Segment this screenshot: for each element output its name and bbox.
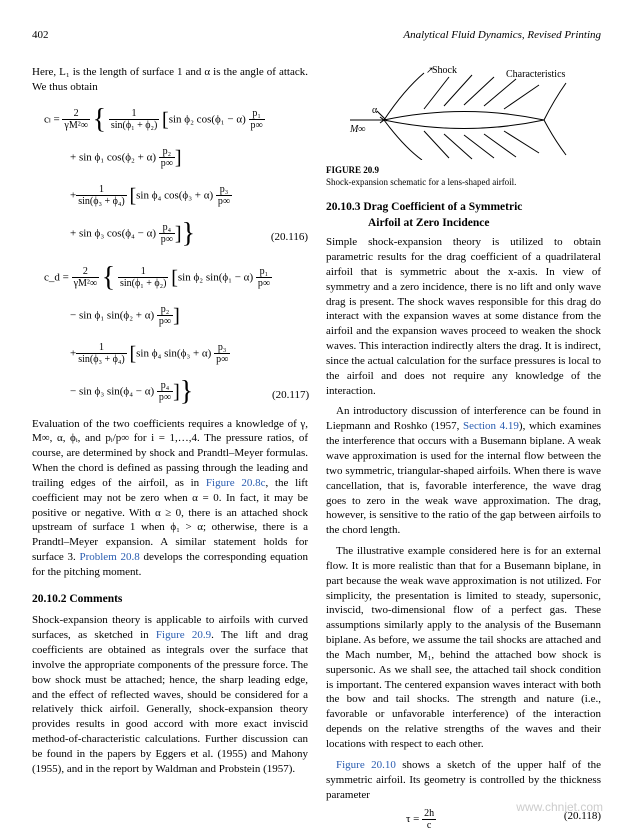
link-section-4-19[interactable]: Section 4.19 — [463, 420, 519, 432]
shock-label-text: Shock — [432, 65, 457, 76]
section-20-10-3-heading: 20.10.3 Drag Coefficient of a Symmetric … — [326, 200, 601, 231]
book-title: Analytical Fluid Dynamics, Revised Print… — [403, 28, 601, 43]
evaluation-paragraph: Evaluation of the two coefficients requi… — [32, 417, 308, 580]
eq-number: (20.117) — [272, 388, 309, 411]
page-number: 402 — [32, 28, 49, 43]
link-figure-20-8c[interactable]: Figure 20.8c — [206, 477, 266, 489]
intro-paragraph: Here, L₁ is the length of surface 1 and … — [32, 65, 308, 95]
p1: Simple shock-expansion theory is utilize… — [326, 235, 601, 398]
eq-lhs: cₗ = — [44, 113, 60, 125]
link-figure-20-10[interactable]: Figure 20.10 — [336, 759, 396, 771]
two-column-layout: Here, L₁ is the length of surface 1 and … — [32, 65, 601, 837]
left-column: Here, L₁ is the length of surface 1 and … — [32, 65, 308, 837]
link-problem-20-8[interactable]: Problem 20.8 — [79, 551, 139, 563]
link-figure-20-9[interactable]: Figure 20.9 — [156, 629, 211, 641]
p2: An introductory discussion of interferen… — [326, 404, 601, 538]
section-20-10-2-heading: 20.10.2 Comments — [32, 592, 308, 608]
eq-number: (20.116) — [271, 230, 308, 253]
equation-20-117: c_d = 2γM²∞ { 1sin(ϕ₁ + ϕ₂) [sin ϕ₂ sin(… — [32, 259, 308, 411]
p4: Figure 20.10 shows a sketch of the upper… — [326, 758, 601, 803]
right-column: ↗ Shock Characteristics α M∞ FIGURE 20.9… — [326, 65, 601, 837]
figure-label: FIGURE 20.9 — [326, 164, 601, 176]
figure-20-9-diagram: ↗ Shock Characteristics α M∞ — [344, 65, 584, 160]
characteristics-label: Characteristics — [506, 69, 566, 80]
comments-paragraph: Shock-expansion theory is applicable to … — [32, 613, 308, 776]
figure-20-9-caption: FIGURE 20.9 Shock-expansion schematic fo… — [326, 164, 601, 188]
page-header: 402 Analytical Fluid Dynamics, Revised P… — [32, 28, 601, 43]
alpha-label: α — [372, 105, 378, 116]
equation-20-116: cₗ = 2γM²∞ { 1sin(ϕ₁ + ϕ₂) [sin ϕ₂ cos(ϕ… — [32, 101, 308, 253]
figure-caption-text: Shock-expansion schematic for a lens-sha… — [326, 177, 516, 187]
mach-label: M∞ — [349, 124, 365, 135]
eq-lhs: c_d = — [44, 271, 69, 283]
watermark: www.chnjet.com — [516, 799, 603, 815]
p3: The illustrative example considered here… — [326, 544, 601, 752]
